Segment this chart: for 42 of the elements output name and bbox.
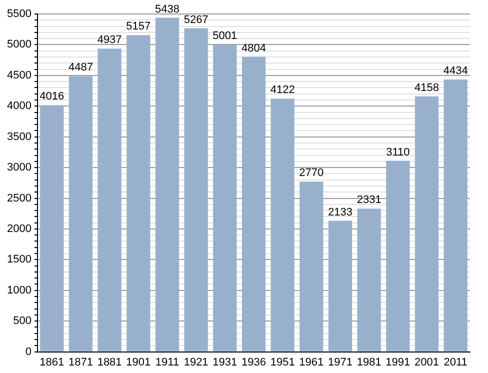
data-label: 2331 (356, 194, 382, 206)
x-tick-label: 1921 (184, 356, 208, 368)
y-tick-label: 500 (13, 315, 32, 328)
x-tick-label: 1936 (241, 356, 266, 368)
x-tick-label: 1971 (328, 356, 352, 368)
y-tick-label: 5500 (6, 8, 32, 20)
x-tick-label: 1961 (299, 356, 324, 368)
x-tick-label: 2011 (444, 356, 468, 368)
data-label: 4016 (40, 90, 64, 103)
y-tick-label: 4500 (6, 69, 32, 82)
x-tick-label: 1871 (68, 356, 93, 368)
y-tick-label: 1000 (6, 284, 32, 296)
y-tick-label: 3000 (6, 162, 32, 174)
y-tick-label: 2500 (6, 192, 32, 204)
data-label: 4122 (270, 84, 295, 96)
x-tick-label: 1911 (155, 356, 180, 368)
x-tick-label: 1981 (356, 356, 382, 368)
data-label: 5438 (154, 3, 180, 16)
data-label: 4434 (443, 65, 468, 78)
data-label: 2133 (328, 206, 352, 218)
y-tick-label: 4000 (6, 100, 32, 112)
x-tick-label: 1951 (270, 356, 295, 368)
data-label: 5001 (212, 30, 238, 42)
data-label: 4937 (97, 34, 122, 46)
x-tick-label: 1901 (126, 356, 151, 368)
x-tick-label: 2001 (414, 356, 439, 368)
y-tick-label: 2000 (6, 222, 32, 235)
x-tick-label: 1861 (40, 356, 64, 368)
y-tick-label: 5000 (6, 38, 32, 51)
data-label: 4804 (241, 42, 266, 54)
data-label: 4158 (414, 82, 439, 94)
x-tick-label: 1931 (212, 356, 238, 368)
y-tick-label: 3500 (6, 130, 32, 143)
data-label: 5267 (184, 14, 208, 26)
data-label: 5157 (126, 20, 151, 33)
y-tick-label: 0 (25, 346, 32, 358)
data-label: 2770 (299, 167, 324, 180)
y-tick-label: 1500 (6, 254, 32, 266)
x-tick-label: 1991 (386, 356, 410, 368)
x-tick-label: 1881 (97, 356, 122, 368)
data-label: 3110 (386, 146, 410, 158)
data-label: 4487 (68, 62, 93, 74)
